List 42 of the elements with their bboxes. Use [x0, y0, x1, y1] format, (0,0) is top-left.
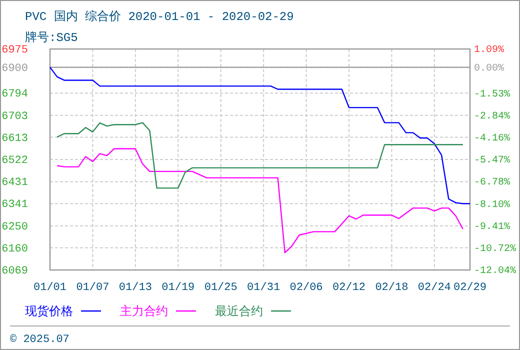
y2-tick-label: -8.10%: [474, 200, 510, 211]
y-tick-label: 6613: [2, 132, 28, 145]
y2-tick-label: -1.53%: [474, 89, 510, 100]
line-series: [56, 148, 464, 254]
y2-tick-label: -5.47%: [474, 156, 510, 167]
x-tick-label: 02/24: [418, 282, 452, 294]
x-tick-label: 01/25: [204, 282, 238, 294]
y2-tick-label: -10.72%: [474, 244, 516, 255]
x-tick-label: 01/13: [118, 282, 152, 294]
y-tick-label: 6900: [2, 62, 28, 75]
x-tick-label: 01/01: [33, 282, 67, 294]
y-tick-label: 6975: [2, 44, 28, 57]
legend-label: 现货价格: [25, 305, 73, 319]
y-tick-label: 6431: [2, 177, 28, 190]
y-tick-label: 6703: [2, 110, 28, 123]
y2-tick-label: 1.09%: [474, 45, 504, 56]
y2-tick-label: -4.16%: [474, 134, 510, 145]
y2-tick-label: -9.41%: [474, 222, 510, 233]
y-tick-label: 6341: [2, 199, 28, 212]
x-tick-label: 01/07: [76, 282, 110, 294]
y2-tick-label: -6.78%: [474, 178, 510, 189]
chart-subtitle: 牌号:SG5: [25, 31, 78, 45]
legend-label: 最近合约: [215, 305, 263, 319]
y-tick-label: 6250: [2, 221, 28, 234]
x-tick-label: 01/31: [247, 282, 280, 294]
x-tick-label: 02/06: [290, 282, 323, 294]
x-tick-label: 02/18: [375, 282, 408, 294]
x-tick-label: 02/29: [453, 282, 487, 294]
legend-label: 主力合约: [120, 304, 168, 319]
y-tick-label: 6160: [2, 243, 28, 256]
y2-tick-label: 0.00%: [474, 64, 504, 75]
x-tick-label: 02/12: [332, 282, 366, 294]
y2-tick-label: -2.84%: [474, 111, 510, 122]
y-tick-label: 6794: [2, 88, 28, 101]
x-tick-label: 01/19: [162, 282, 195, 294]
text: © 2025.07: [10, 334, 70, 346]
line-series: [49, 66, 471, 204]
chart-title: PVC 国内 综合价 2020-01-01 - 2020-02-29: [25, 9, 294, 24]
line-series: [56, 122, 464, 189]
y-tick-label: 6069: [2, 266, 28, 278]
y-tick-label: 6522: [2, 155, 28, 168]
y2-tick-label: -12.04%: [474, 266, 516, 278]
